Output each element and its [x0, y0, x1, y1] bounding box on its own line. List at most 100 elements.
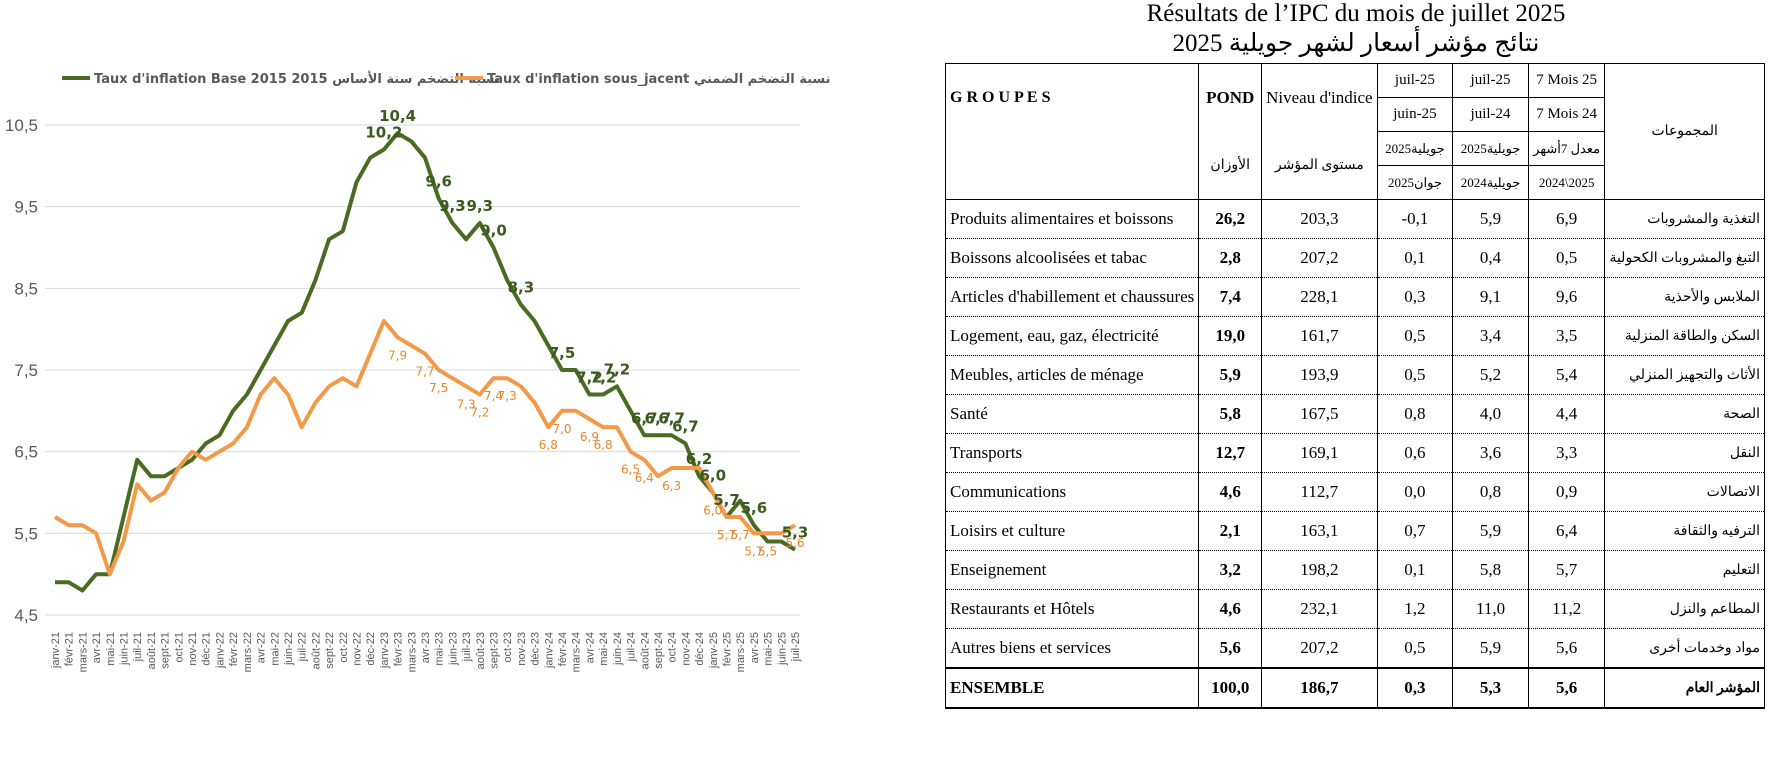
index-level-cell: 198,2: [1261, 550, 1378, 590]
data-label-core: 6,9: [580, 430, 599, 444]
group-name-ar: السكن والطاقة المنزلية: [1604, 316, 1765, 356]
group-name-ar: المطاعم والنزل: [1604, 589, 1765, 629]
monthly-change-cell: 0,6: [1376, 433, 1454, 473]
monthly-change-cell: 0,5: [1376, 355, 1454, 395]
weight-cell: 4,6: [1198, 589, 1263, 629]
monthly-change-cell: 0,3: [1376, 277, 1454, 317]
x-tick-label: juil-24: [626, 632, 638, 662]
index-level-cell: 232,1: [1261, 589, 1378, 629]
seven-month-cell: 9,6: [1527, 277, 1606, 317]
header-c1d: جوان2025: [1376, 165, 1454, 200]
monthly-change-cell: 0,1: [1376, 238, 1454, 278]
x-tick-label: nov-23: [516, 632, 528, 666]
weight-cell: 5,8: [1198, 394, 1263, 434]
x-tick-label: janv-23: [379, 632, 391, 669]
table-row: Enseignement 3,2 198,2 0,1 5,8 5,7 التعليم: [944, 550, 1765, 590]
annual-change-cell: 11,0: [1452, 589, 1529, 629]
header-c3d: 2024\2025: [1527, 165, 1606, 200]
header-c1c: جويلية2025: [1376, 131, 1454, 166]
monthly-change-cell: 0,7: [1376, 511, 1454, 551]
x-tick-label: févr-24: [557, 632, 569, 666]
table-body: Produits alimentaires et boissons 26,2 203…: [944, 199, 1765, 709]
data-label-core: 6,4: [635, 471, 654, 485]
seven-month-cell: 6,4: [1527, 511, 1606, 551]
annual-change-cell: 5,2: [1452, 355, 1529, 395]
x-tick-label: oct-22: [338, 632, 350, 663]
header-c1b: juin-25: [1376, 97, 1454, 132]
y-tick-label: 4,5: [14, 606, 38, 625]
x-tick-label: janv-24: [543, 632, 555, 669]
table-row: Meubles, articles de ménage 5,9 193,9 0,5 5,…: [944, 355, 1765, 395]
annual-change-cell: 5,9: [1452, 511, 1529, 551]
header-c3a: 7 Mois 25: [1527, 63, 1606, 98]
header-blank: [944, 131, 1200, 200]
weight-cell: 3,2: [1198, 550, 1263, 590]
x-tick-label: juin-22: [283, 632, 295, 666]
data-label-core: 6,0: [703, 504, 722, 518]
x-tick-label: avr-23: [420, 632, 432, 663]
index-level-cell: 163,1: [1261, 511, 1378, 551]
x-tick-label: déc-24: [694, 632, 706, 666]
group-name-fr: Boissons alcoolisées et tabac: [944, 238, 1200, 278]
x-tick-label: mars-23: [406, 632, 418, 672]
seven-month-cell: 5,4: [1527, 355, 1606, 395]
group-name-ar: التعليم: [1604, 550, 1765, 590]
weight-cell: 7,4: [1198, 277, 1263, 317]
data-label-core: 5,7: [731, 528, 750, 542]
group-name-ar: المؤشر العام: [1604, 667, 1765, 709]
table-row: Produits alimentaires et boissons 26,2 203…: [944, 199, 1765, 239]
weight-cell: 2,1: [1198, 511, 1263, 551]
y-tick-label: 8,5: [14, 279, 38, 298]
header-niveau: Niveau d'indice: [1261, 63, 1378, 132]
x-tick-label: mars-22: [242, 632, 254, 672]
group-name-fr: Logement, eau, gaz, électricité: [944, 316, 1200, 356]
x-tick-label: juil-25: [790, 632, 802, 662]
data-label-core: 7,9: [388, 348, 407, 362]
x-tick-label: juil-23: [461, 632, 473, 662]
group-name-ar: مواد وخدمات أخرى: [1604, 628, 1765, 669]
group-name-fr: Loisirs et culture: [944, 511, 1200, 551]
gridlines: [45, 124, 800, 616]
x-axis-ticks: janv-21 févr-21 mars-21 avr-21 mai-21 juin-21…: [50, 632, 802, 672]
header-c2b: juil-24: [1452, 97, 1529, 132]
ipc-table-panel: Résultats de l’IPC du mois de juillet 20…: [944, 0, 1765, 772]
group-name-fr: Communications: [944, 472, 1200, 512]
x-tick-label: mai-24: [598, 632, 610, 666]
annual-change-cell: 0,4: [1452, 238, 1529, 278]
x-tick-label: juin-24: [612, 632, 624, 666]
header-pond: POND: [1198, 63, 1263, 132]
x-tick-label: nov-21: [187, 632, 199, 666]
x-tick-label: oct-23: [502, 632, 514, 663]
monthly-change-cell: 0,3: [1376, 667, 1454, 709]
group-name-ar: الاتصالات: [1604, 472, 1765, 512]
x-tick-label: sept-24: [653, 632, 665, 669]
data-label-base: 9,3: [439, 197, 466, 215]
annual-change-cell: 4,0: [1452, 394, 1529, 434]
x-tick-label: janv-22: [214, 632, 226, 669]
data-label-core: 7,4: [484, 389, 503, 403]
x-tick-label: mars-24: [571, 632, 583, 672]
data-label-base: 6,7: [631, 409, 658, 427]
data-label-core: 6,8: [594, 438, 613, 452]
seven-month-cell: 0,5: [1527, 238, 1606, 278]
y-tick-label: 7,5: [14, 361, 38, 380]
table-row: Santé 5,8 167,5 0,8 4,0 4,4 الصحة: [944, 394, 1765, 434]
data-label-core: 5,7: [744, 544, 763, 558]
data-label-core: 6,5: [621, 463, 640, 477]
monthly-change-cell: 0,0: [1376, 472, 1454, 512]
data-label-base: 7,2: [590, 369, 617, 387]
header-c2d: جويلية2024: [1452, 165, 1529, 200]
group-name-ar: التبغ والمشروبات الكحولية: [1604, 238, 1765, 278]
index-level-cell: 193,9: [1261, 355, 1378, 395]
table-title-ar: نتائج مؤشر أسعار لشهر جويلية 2025: [1172, 30, 1540, 57]
x-tick-label: avr-22: [256, 632, 268, 663]
x-tick-label: juil-22: [297, 632, 309, 662]
data-label-core: 6,8: [539, 438, 558, 452]
legend-entry-core: Taux d'inflation sous_jacent نسبة التضخم…: [487, 72, 831, 87]
x-tick-label: juil-21: [132, 632, 144, 662]
table-row: Restaurants et Hôtels 4,6 232,1 1,2 11,0 11,2…: [944, 589, 1765, 629]
header-groupes: G R O U P E S: [944, 63, 1200, 132]
weight-cell: 5,6: [1198, 628, 1263, 669]
x-tick-label: mai-25: [763, 632, 775, 666]
data-label-core: 7,5: [429, 381, 448, 395]
